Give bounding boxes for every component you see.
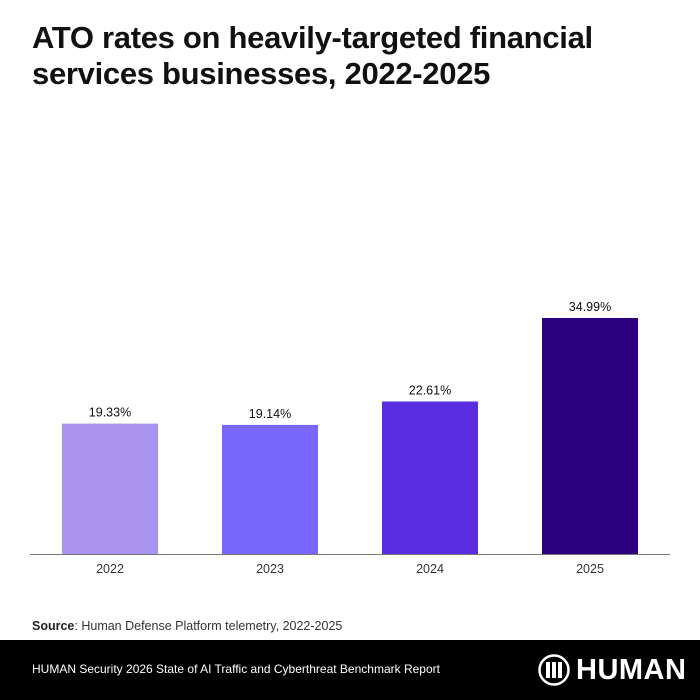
data-label: 22.61% [409,384,451,398]
x-tick-label: 2024 [416,562,444,576]
source-text: : Human Defense Platform telemetry, 2022… [74,619,343,633]
data-label: 34.99% [569,300,611,314]
x-tick-label: 2022 [96,562,124,576]
footer-text: HUMAN Security 2026 State of AI Traffic … [32,662,440,676]
data-label: 19.33% [89,406,131,420]
source-note: Source: Human Defense Platform telemetry… [32,619,342,633]
bar [382,401,478,554]
bar [222,424,318,554]
x-tick-label: 2025 [576,562,604,576]
bar [542,318,638,554]
chart: 19.33% 2022 19.14% 2023 22.61% 2024 34.99% 2025 [30,300,670,576]
logo-text: HUMAN [576,653,687,686]
footer: HUMAN Security 2026 State of AI Traffic … [0,640,700,700]
bar [62,423,158,554]
logo-icon [538,654,570,686]
logo: HUMAN [538,654,686,686]
source-label: Source [32,619,75,633]
chart-title: ATO rates on heavily-targeted financial … [32,20,593,91]
x-tick-label: 2023 [256,562,284,576]
data-label: 19.14% [249,407,291,421]
